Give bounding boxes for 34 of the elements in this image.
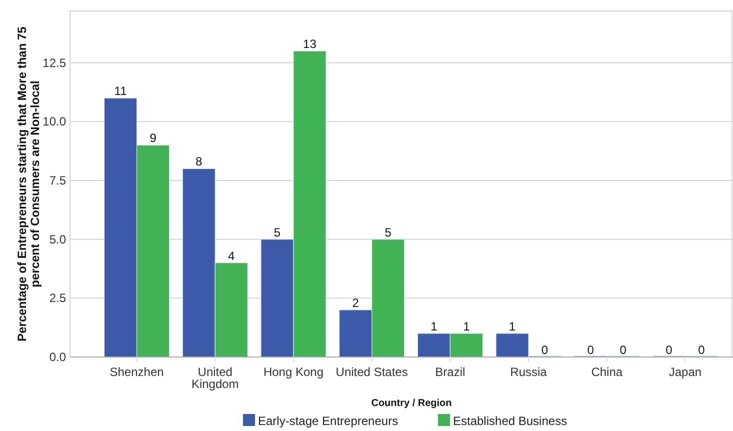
x-tick-label: China bbox=[591, 365, 623, 379]
x-tick-label: Shenzhen bbox=[110, 365, 164, 379]
x-tick-label: Japan bbox=[668, 365, 702, 379]
data-label: 5 bbox=[274, 225, 281, 240]
x-tick-label: Brazil bbox=[435, 365, 466, 379]
legend-label: Early-stage Entrepreneurs bbox=[258, 414, 398, 428]
legend-label: Established Business bbox=[453, 414, 568, 428]
y-tick-label: 12.5 bbox=[42, 56, 66, 70]
data-label: 1 bbox=[463, 319, 470, 334]
x-tick-label: Hong Kong bbox=[263, 365, 324, 379]
data-label: 13 bbox=[303, 37, 317, 52]
y-tick-label: 0.0 bbox=[49, 350, 66, 364]
data-label: 1 bbox=[508, 319, 516, 334]
data-label: 0 bbox=[541, 343, 548, 357]
data-label: 1 bbox=[430, 319, 438, 334]
x-tick-label: Russia bbox=[510, 365, 548, 379]
x-axis-title: Country / Region bbox=[371, 398, 452, 409]
data-label: 2 bbox=[352, 296, 360, 310]
data-label: 11 bbox=[114, 84, 128, 98]
data-label: 5 bbox=[384, 225, 392, 240]
y-tick-label: 2.5 bbox=[49, 291, 66, 306]
data-label: 0 bbox=[587, 343, 594, 357]
data-label: 0 bbox=[620, 343, 627, 357]
y-tick-label: 5.0 bbox=[49, 232, 66, 246]
y-tick-label: 7.5 bbox=[49, 173, 66, 188]
data-label: 9 bbox=[150, 131, 157, 146]
data-label: 8 bbox=[196, 154, 203, 169]
y-tick-label: 10.0 bbox=[42, 114, 66, 129]
y-axis-title: Percentage of Entrepreneurs starting that More than 75 percent of Consumers are Non-local bbox=[15, 26, 42, 342]
x-tick-label: United States bbox=[336, 365, 408, 379]
data-label: 0 bbox=[666, 343, 673, 357]
x-tick-label: United Kingdom bbox=[191, 365, 239, 391]
data-label: 4 bbox=[228, 248, 236, 263]
data-label: 0 bbox=[698, 343, 706, 357]
